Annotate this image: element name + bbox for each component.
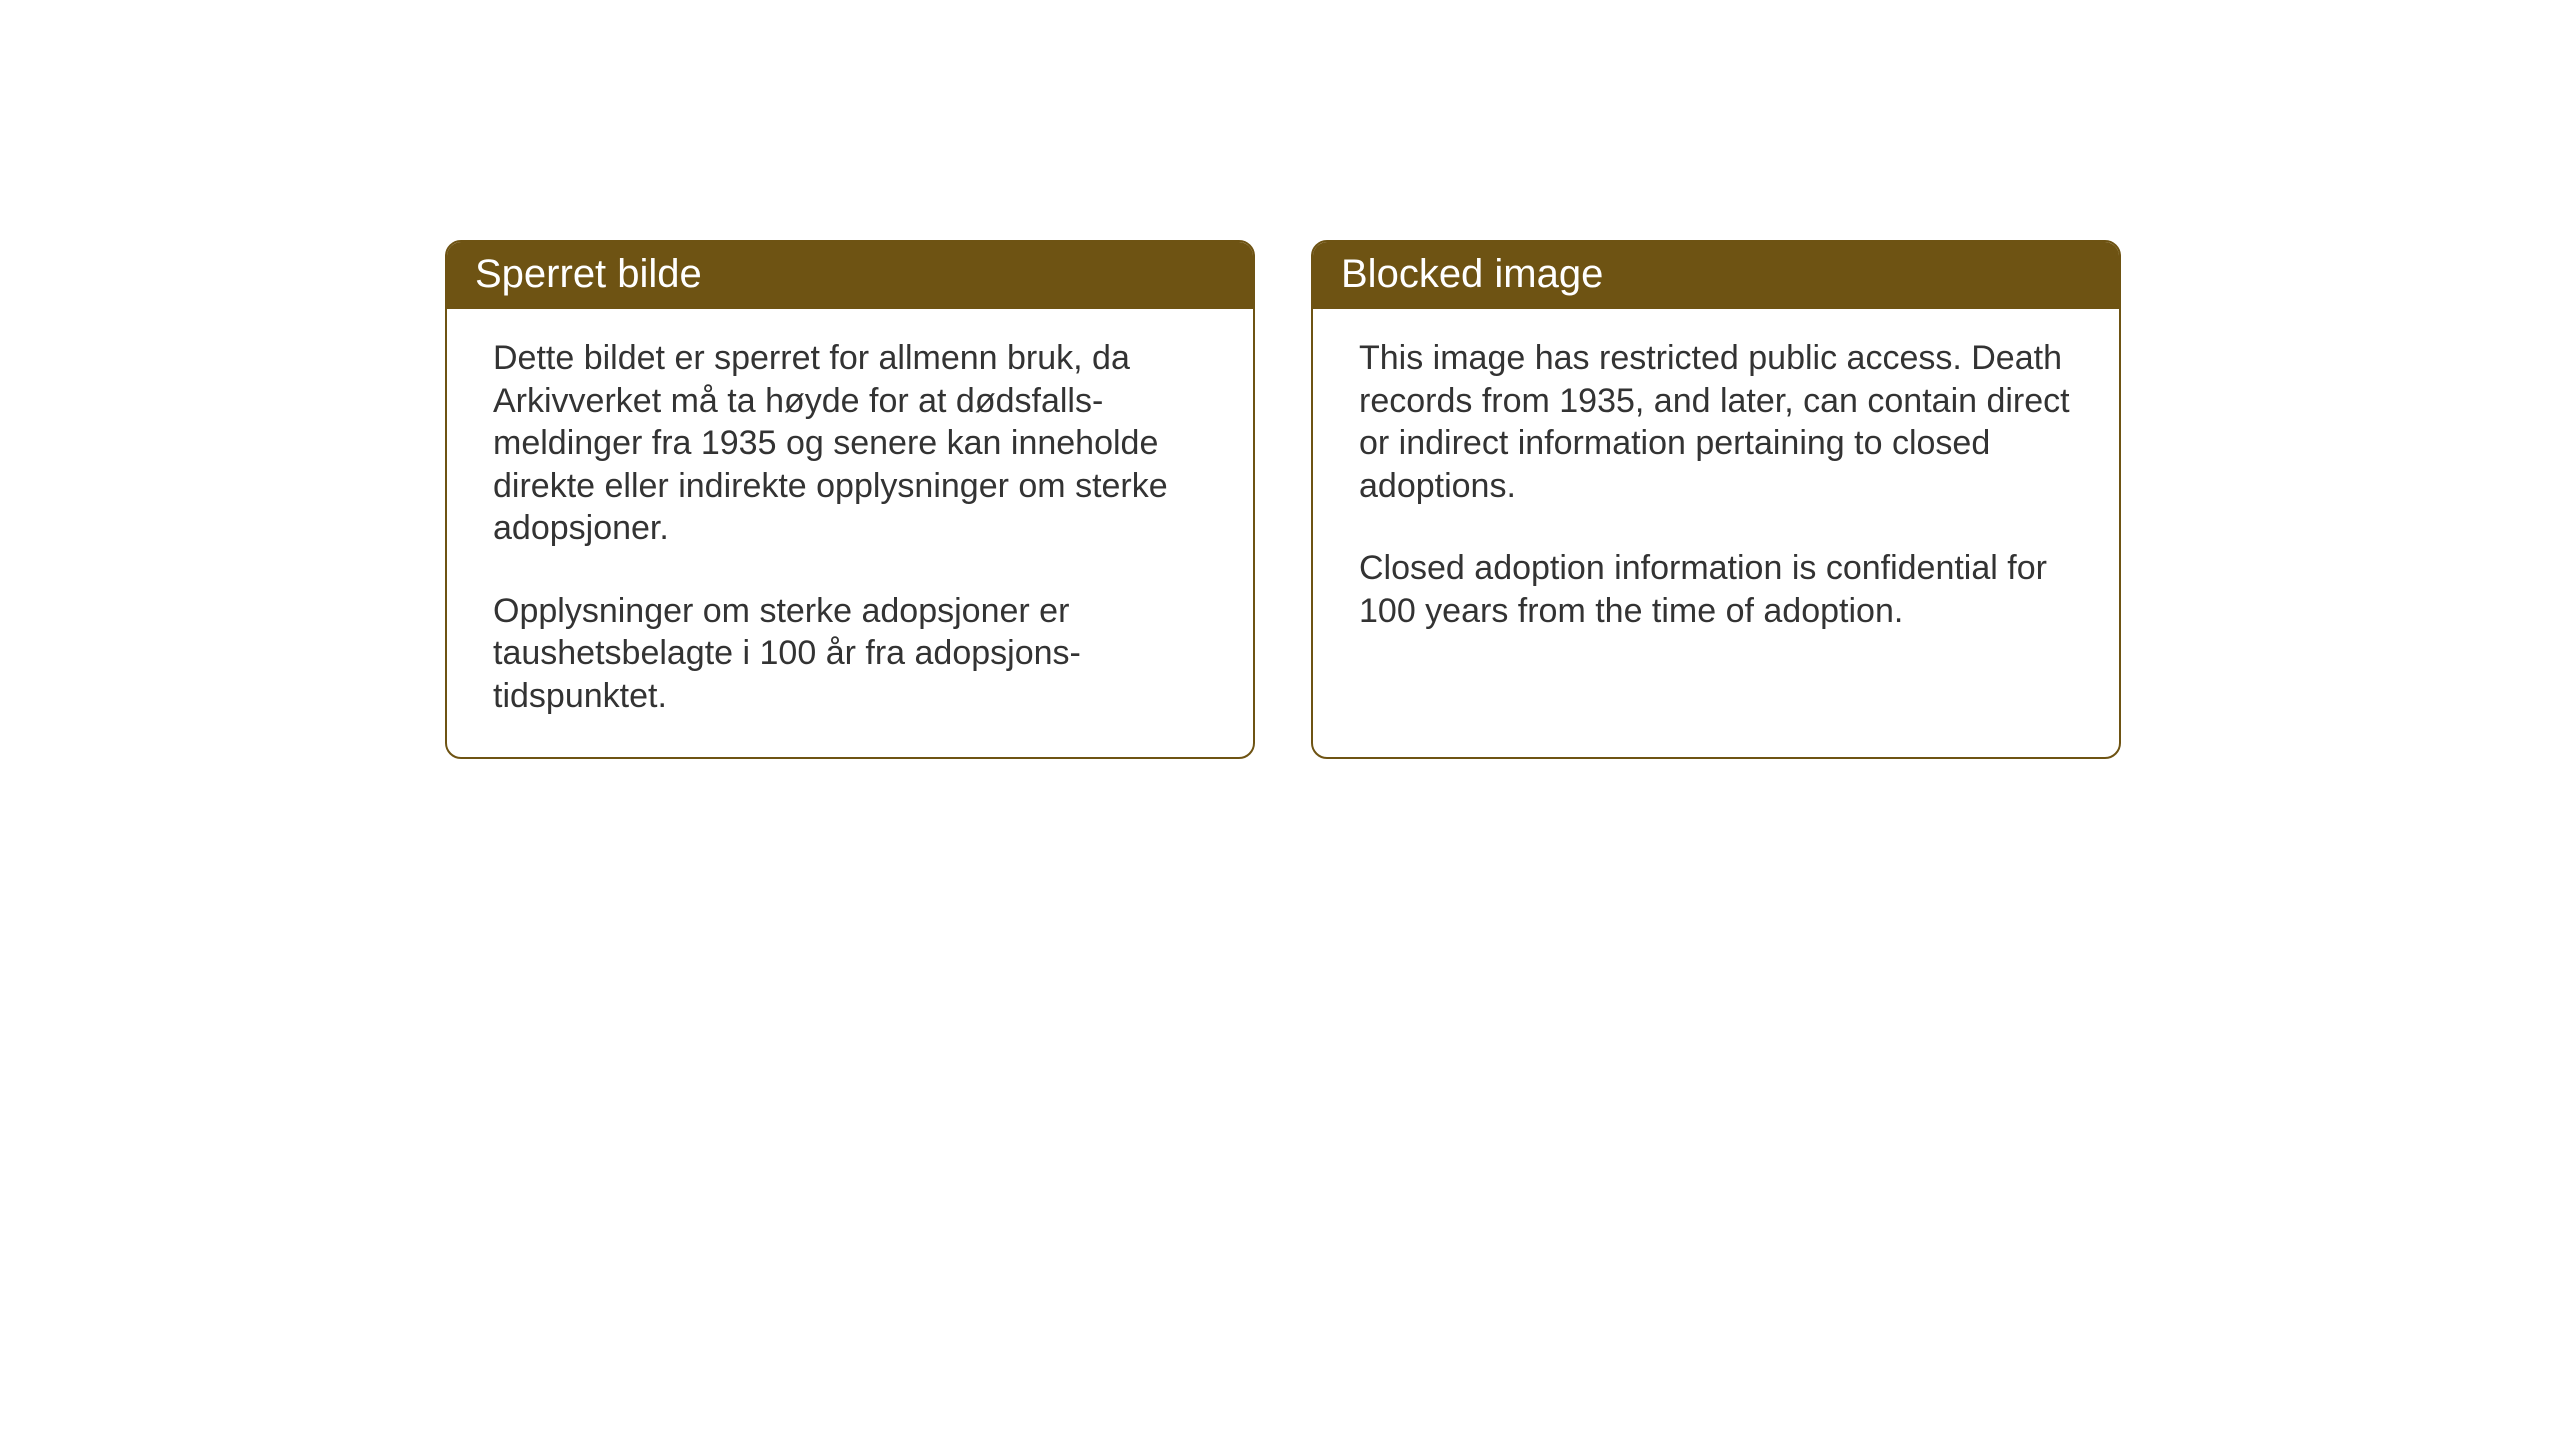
card-title-english: Blocked image [1341, 252, 1603, 296]
card-body-english: This image has restricted public access.… [1313, 309, 2119, 672]
card-paragraph-1-english: This image has restricted public access.… [1359, 337, 2073, 507]
notice-card-english: Blocked image This image has restricted … [1311, 240, 2121, 759]
card-paragraph-1-norwegian: Dette bildet er sperret for allmenn bruk… [493, 337, 1207, 550]
card-paragraph-2-english: Closed adoption information is confident… [1359, 547, 2073, 632]
card-header-english: Blocked image [1313, 242, 2119, 309]
card-title-norwegian: Sperret bilde [475, 252, 702, 296]
notice-card-norwegian: Sperret bilde Dette bildet er sperret fo… [445, 240, 1255, 759]
card-paragraph-2-norwegian: Opplysninger om sterke adopsjoner er tau… [493, 590, 1207, 718]
notice-cards-container: Sperret bilde Dette bildet er sperret fo… [445, 240, 2121, 759]
card-body-norwegian: Dette bildet er sperret for allmenn bruk… [447, 309, 1253, 757]
card-header-norwegian: Sperret bilde [447, 242, 1253, 309]
